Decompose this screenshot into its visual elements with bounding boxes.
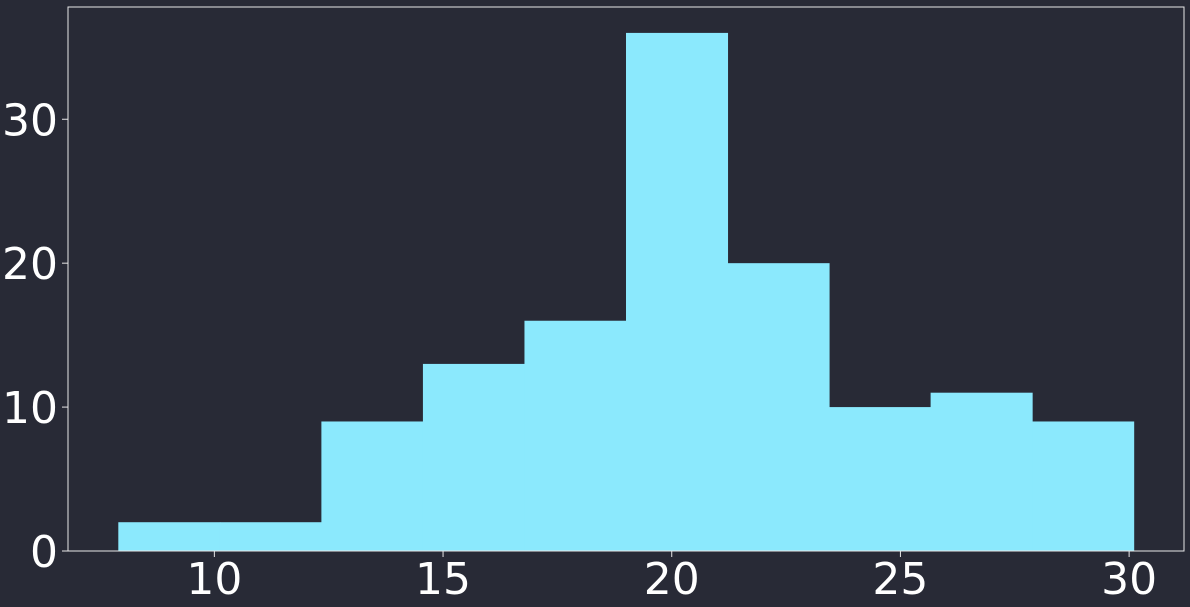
y-axis: 0 10 20 30 — [2, 95, 68, 578]
y-tick-label: 10 — [2, 383, 58, 434]
y-tick-label: 0 — [30, 527, 58, 578]
histogram-bar — [422, 363, 525, 551]
x-tick-label: 25 — [872, 554, 928, 605]
histogram-bar — [626, 32, 729, 551]
y-tick-label: 30 — [2, 95, 58, 146]
histogram-bar — [727, 263, 830, 551]
axes-group — [67, 6, 1185, 552]
bars-group — [118, 32, 1135, 551]
x-tick-label: 15 — [415, 554, 471, 605]
x-tick-label: 20 — [644, 554, 700, 605]
histogram-bar — [1032, 421, 1135, 551]
histogram-bar — [219, 522, 322, 551]
plot-frame — [67, 6, 1185, 552]
x-tick-label: 10 — [186, 554, 242, 605]
y-tick-label: 20 — [2, 239, 58, 290]
histogram-bar — [321, 421, 424, 551]
histogram-bar — [930, 392, 1033, 551]
histogram-bar — [829, 407, 932, 551]
x-tick-label: 30 — [1101, 554, 1157, 605]
x-axis: 10 15 20 25 30 — [186, 551, 1157, 605]
histogram-bar — [524, 320, 627, 551]
histogram-bar — [118, 522, 221, 551]
